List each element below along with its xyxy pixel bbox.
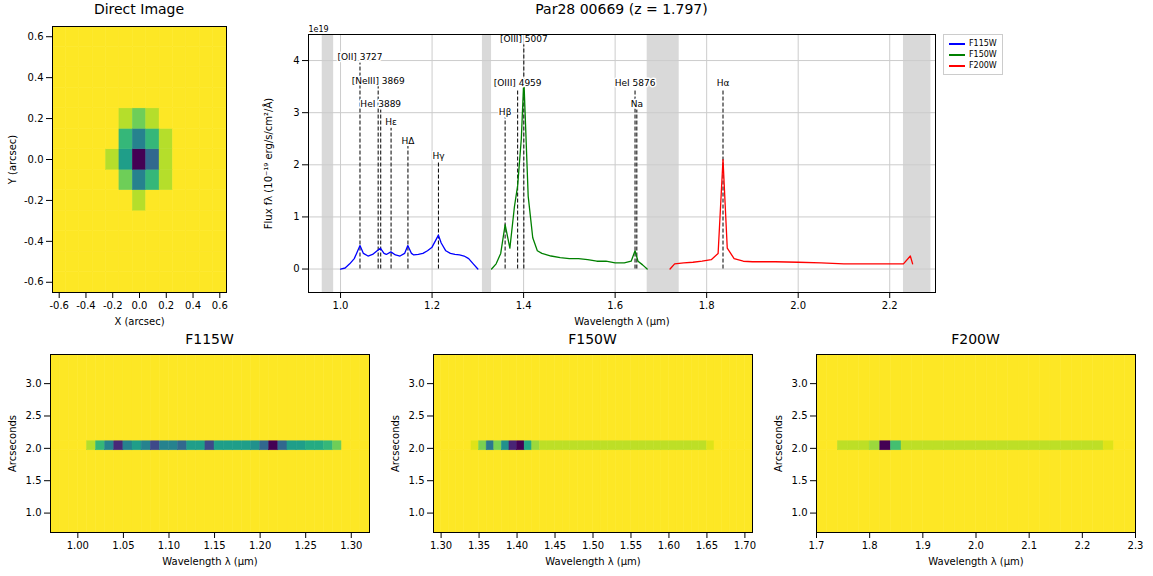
svg-text:Wavelength λ (μm): Wavelength λ (μm) [574,316,670,327]
svg-text:HΔ: HΔ [401,136,415,146]
svg-text:1.0: 1.0 [26,507,42,518]
svg-text:1.50: 1.50 [582,540,604,551]
svg-text:-0.2: -0.2 [103,300,123,311]
html-text:F150W: F150W [969,50,997,59]
svg-text:1.40: 1.40 [506,540,528,551]
svg-text:2.3: 2.3 [1128,540,1144,551]
svg-text:1.2: 1.2 [424,300,440,311]
svg-text:1.8: 1.8 [862,540,878,551]
svg-text:0.2: 0.2 [158,300,174,311]
svg-text:1.0: 1.0 [792,507,808,518]
svg-text:[OIII] 5007: [OIII] 5007 [500,34,548,44]
svg-text:4: 4 [293,55,299,66]
svg-text:1.8: 1.8 [699,300,715,311]
svg-text:2.0: 2.0 [790,300,806,311]
svg-text:2.2: 2.2 [882,300,898,311]
svg-text:1.25: 1.25 [295,540,317,551]
svg-text:1.65: 1.65 [696,540,718,551]
svg-text:1.4: 1.4 [516,300,532,311]
html-text:F200W: F200W [951,331,1000,347]
svg-text:X (arcsec): X (arcsec) [114,316,164,327]
svg-text:2.5: 2.5 [26,410,42,421]
svg-text:2.0: 2.0 [409,443,425,454]
svg-text:Arcseconds: Arcseconds [7,415,18,472]
svg-text:1.5: 1.5 [26,475,42,486]
svg-text:2.5: 2.5 [409,410,425,421]
svg-text:0.0: 0.0 [132,300,148,311]
svg-text:1.0: 1.0 [409,507,425,518]
svg-text:1.9: 1.9 [915,540,931,551]
svg-text:-0.4: -0.4 [76,300,96,311]
svg-text:3.0: 3.0 [409,378,425,389]
svg-text:Hε: Hε [385,117,397,127]
svg-text:0.4: 0.4 [28,72,44,83]
svg-text:Flux fλ (10⁻¹⁹ erg/s/cm²/Å): Flux fλ (10⁻¹⁹ erg/s/cm²/Å) [262,98,274,230]
svg-text:0.6: 0.6 [28,31,44,42]
html-text:Par28 00669 (z = 1.797): Par28 00669 (z = 1.797) [535,1,708,17]
svg-text:1.0: 1.0 [333,300,349,311]
html-text:F115W: F115W [969,39,997,48]
html-text:F200W: F200W [969,61,997,70]
svg-text:2.0: 2.0 [26,443,42,454]
svg-text:2.0: 2.0 [792,443,808,454]
svg-text:3.0: 3.0 [792,378,808,389]
svg-text:1.5: 1.5 [792,475,808,486]
svg-text:1.70: 1.70 [734,540,756,551]
svg-text:[OII] 3727: [OII] 3727 [337,52,382,62]
html-text:Direct Image: Direct Image [93,1,185,17]
svg-text:1.30: 1.30 [340,540,362,551]
svg-text:1.60: 1.60 [658,540,680,551]
svg-text:-0.6: -0.6 [49,300,69,311]
svg-text:2.0: 2.0 [968,540,984,551]
svg-text:1.35: 1.35 [468,540,490,551]
svg-text:[NeIII] 3869: [NeIII] 3869 [352,76,405,86]
svg-text:2.5: 2.5 [792,410,808,421]
svg-text:Wavelength λ (μm): Wavelength λ (μm) [162,556,258,567]
svg-text:2.1: 2.1 [1021,540,1037,551]
svg-text:HeI 3889: HeI 3889 [360,99,401,109]
svg-text:1.10: 1.10 [158,540,180,551]
svg-text:0.2: 0.2 [28,113,44,124]
svg-text:HeI 5876: HeI 5876 [615,78,656,88]
svg-text:1.20: 1.20 [249,540,271,551]
svg-text:0.4: 0.4 [185,300,201,311]
svg-text:-0.4: -0.4 [24,236,44,247]
svg-text:1: 1 [293,211,299,222]
svg-text:Wavelength λ (μm): Wavelength λ (μm) [928,556,1024,567]
svg-text:Hα: Hα [717,78,730,88]
svg-text:1.6: 1.6 [607,300,623,311]
svg-text:1.7: 1.7 [809,540,825,551]
svg-text:[OIII] 4959: [OIII] 4959 [494,78,542,88]
svg-text:1.00: 1.00 [67,540,89,551]
svg-text:0.6: 0.6 [212,300,228,311]
svg-text:3.0: 3.0 [26,378,42,389]
svg-text:-0.6: -0.6 [24,276,44,287]
svg-text:1.55: 1.55 [620,540,642,551]
svg-text:Na: Na [631,99,643,109]
html-text:F150W: F150W [568,331,617,347]
svg-text:1.15: 1.15 [203,540,225,551]
svg-text:2.2: 2.2 [1074,540,1090,551]
svg-text:Hβ: Hβ [499,107,512,117]
svg-text:Arcseconds: Arcseconds [390,415,401,472]
svg-text:Hγ: Hγ [432,151,445,161]
svg-text:3: 3 [293,107,299,118]
svg-text:1.5: 1.5 [409,475,425,486]
svg-text:Wavelength λ (μm): Wavelength λ (μm) [545,556,641,567]
svg-text:1e19: 1e19 [309,25,329,34]
svg-text:0: 0 [293,263,299,274]
svg-text:2: 2 [293,159,299,170]
svg-text:0.0: 0.0 [28,154,44,165]
svg-text:Arcseconds: Arcseconds [773,415,784,472]
svg-text:1.05: 1.05 [112,540,134,551]
svg-text:1.45: 1.45 [544,540,566,551]
svg-text:Y (arcsec): Y (arcsec) [7,135,18,186]
html-text:F115W: F115W [185,331,234,347]
svg-text:-0.2: -0.2 [24,195,44,206]
svg-text:1.30: 1.30 [430,540,452,551]
